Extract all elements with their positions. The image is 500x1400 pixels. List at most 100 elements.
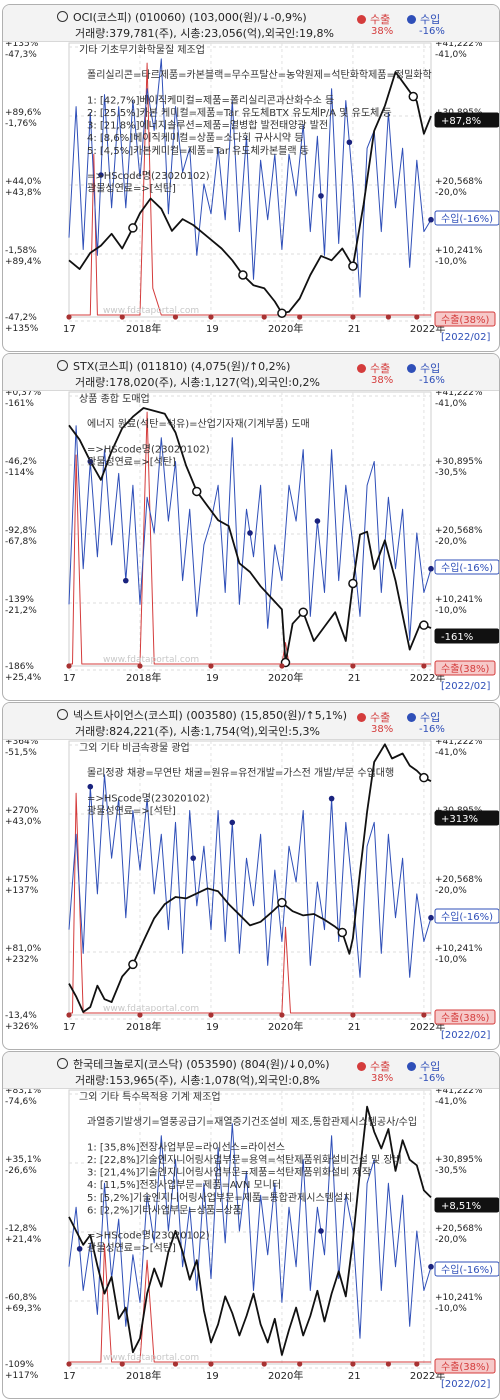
price-tag-box: [434, 810, 499, 826]
left-tick-label: -21,2%: [5, 606, 37, 616]
axis-event-marker: [66, 663, 72, 669]
import-tag-box: [434, 1261, 499, 1277]
price-series-line: [68, 743, 432, 1013]
watermark: www.fdataportal.com: [103, 1004, 199, 1014]
chart-svg: +135%-47,3%+89,6%-1,76%+44,0%+43,8%-1,58…: [5, 39, 499, 343]
left-tick-label: +364%: [5, 737, 39, 747]
left-tick-label: +270%: [5, 806, 39, 816]
import-dot-icon: [407, 1062, 416, 1071]
note-line: 1: [42,7%]베이직케미컬=제품=폴리실리콘과산화수소 등: [87, 93, 334, 106]
legend-export: 수출: [357, 360, 390, 376]
export-series-line: [69, 1243, 431, 1363]
title-bullet-icon: [57, 360, 68, 371]
left-tick-label: +117%: [5, 1371, 39, 1381]
right-tick-label: -30,5%: [435, 1166, 467, 1176]
import-marker: [318, 193, 324, 199]
left-tick-label: +175%: [5, 875, 39, 885]
axis-event-marker: [137, 1012, 143, 1018]
price-tag-box: [434, 628, 499, 644]
export-tag-box: [434, 1009, 496, 1025]
axis-event-marker: [350, 314, 356, 320]
chart-svg: +364%-51,5%+270%+43,0%+175%+137%+81,0%+2…: [5, 737, 499, 1041]
note-line: 상품 종합 도매업: [79, 392, 150, 405]
right-tick-label: +20,568%: [435, 1224, 483, 1234]
price-tag: +313%: [441, 814, 478, 825]
title-bullet-icon: [57, 709, 68, 720]
left-tick-label: +25,4%: [5, 673, 42, 683]
stock-title: 한국테크놀로지(코스닥) (053590) (804(원)/↓0,0%): [57, 1056, 330, 1072]
import-marker: [87, 458, 94, 465]
import-marker: [190, 855, 197, 861]
left-tick-label: +89,4%: [5, 257, 42, 267]
stock-title: 넥스트사이언스(코스피) (003580) (15,850(원)/↑5,1%): [57, 707, 347, 723]
axis-event-marker: [421, 663, 427, 669]
legend-import-label: 수입: [420, 711, 441, 724]
right-tick-label: +10,241%: [435, 246, 483, 256]
import-series-line: [68, 1123, 432, 1339]
plot-frame: [68, 42, 432, 318]
right-tick-label: +41,222%: [435, 737, 483, 747]
import-percent: -16%: [419, 1073, 445, 1084]
right-tick-label: -41,0%: [435, 50, 467, 60]
export-tag: 수출(38%): [441, 663, 490, 675]
import-marker: [229, 819, 236, 826]
axis-event-marker: [66, 1012, 72, 1018]
right-tick-label: -20,0%: [435, 886, 467, 896]
legend-export-label: 수출: [370, 711, 391, 724]
import-marker: [314, 518, 321, 524]
x-tick-label: 17: [63, 1371, 76, 1382]
left-tick-label: -46,2%: [5, 457, 37, 467]
axis-event-marker: [385, 1361, 392, 1367]
stock-title-text: OCI(코스피) (010060) (103,000(원)/↓-0,9%): [73, 11, 307, 24]
import-series-line: [68, 774, 432, 978]
legend-import-label: 수입: [420, 13, 441, 26]
export-series-line: [69, 62, 431, 316]
date-tag: [2022/02]: [441, 1030, 490, 1041]
chart-panel-nextscience: +364% -51,5% +270% +43,0% +175% +137% +81,0% +2…: [2, 702, 500, 1050]
legend-export-label: 수출: [370, 362, 391, 375]
right-tick-label: -20,0%: [435, 537, 467, 547]
x-tick-label: 19: [206, 324, 219, 335]
export-tag-box: [434, 1358, 496, 1374]
export-percent: 38%: [371, 724, 394, 735]
right-tick-label: +30,895%: [435, 1155, 483, 1165]
import-dot-icon: [407, 15, 416, 24]
note-line: 5: [5,2%]기술엔지니어링사업부문=제품=통합관제시스템설치: [87, 1191, 352, 1204]
left-tick-label: -186%: [5, 662, 34, 672]
legend-import: 수입: [407, 709, 440, 725]
left-tick-label: -47,2%: [5, 313, 37, 323]
export-tag: 수출(38%): [441, 1361, 490, 1373]
note-line: 폴리실리콘=타르제품=카본블랙=무수프탈산=농약원제=석탄화학제품=정밀화학: [87, 68, 432, 81]
price-marker: [337, 927, 348, 938]
right-tick-label: -41,0%: [435, 1097, 467, 1107]
panel-header: OCI(코스피) (010060) (103,000(원)/↓-0,9%) 거래량…: [3, 5, 499, 42]
price-marker: [277, 897, 287, 908]
note-line: 과열증기발생기=열풍공급기=재열증기건조설비 제조,통합관제시스템공사/수입: [87, 1115, 417, 1128]
export-percent: 38%: [371, 1073, 394, 1084]
date-tag: [2022/02]: [441, 332, 490, 343]
right-tick-label: +41,222%: [435, 39, 483, 49]
note-line: 3: [21,8%]에너지솔루션=제품=열병합 발전태양광 발전: [87, 120, 328, 132]
note-line: 광물성연료=>[석탄]: [87, 805, 176, 817]
legend-import: 수입: [407, 1058, 440, 1074]
axis-event-marker: [66, 314, 72, 320]
import-dot-icon: [407, 713, 416, 722]
legend-export-label: 수출: [370, 13, 391, 26]
left-tick-label: +35,1%: [5, 1155, 42, 1165]
import-marker: [318, 1228, 324, 1234]
note-line: 6: [2,2%]기타사업부문=상품=상품: [87, 1203, 242, 1216]
price-marker: [277, 308, 287, 318]
axis-event-marker: [119, 1361, 125, 1367]
axis-event-marker: [208, 1012, 214, 1018]
left-tick-label: -1,76%: [5, 119, 37, 129]
price-marker: [348, 261, 358, 271]
left-tick-label: -74,6%: [5, 1097, 37, 1107]
stock-subtitle: 거래량:824,221(주), 시총:1,754(억),외국인:5,3%: [75, 725, 320, 738]
right-tick-label: -10,0%: [435, 606, 467, 616]
date-tag: [2022/02]: [441, 1379, 490, 1390]
left-tick-label: +135%: [5, 39, 39, 49]
plot-frame: [68, 740, 432, 1016]
axis-event-marker: [414, 314, 420, 320]
left-tick-label: +43,0%: [5, 817, 42, 827]
right-tick-label: +10,241%: [435, 1293, 483, 1303]
